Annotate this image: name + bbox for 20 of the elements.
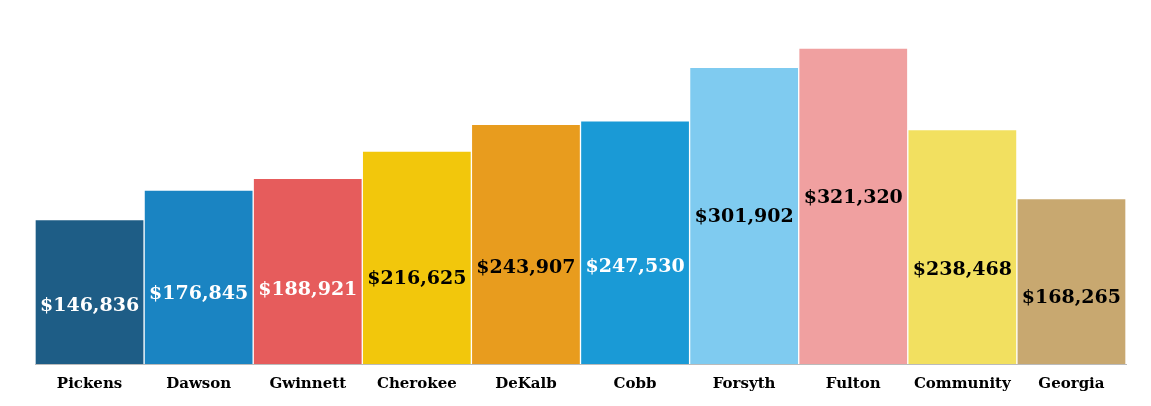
data-label: $146,836 (39, 293, 140, 316)
data-label: $176,845 (149, 281, 249, 304)
data-label: $301,902 (694, 204, 794, 227)
x-tick-label: Gwinnett (269, 373, 347, 392)
x-tick-label: Community (913, 373, 1013, 392)
data-label: $243,907 (476, 255, 576, 278)
data-label: $216,625 (367, 265, 467, 288)
data-label: $188,921 (258, 276, 358, 299)
x-tick-label: Pickens (56, 373, 123, 392)
x-tick-label: Cherokee (376, 373, 457, 392)
x-tick-label: Dawson (166, 373, 232, 392)
x-tick-label: Forsyth (712, 373, 776, 392)
data-label: $247,530 (585, 253, 685, 276)
x-tick-label: DeKalb (495, 373, 557, 392)
data-label: $238,468 (912, 257, 1012, 280)
x-tick-label: Fulton (825, 373, 881, 392)
data-label: $168,265 (1021, 284, 1122, 307)
x-tick-label: Georgia (1038, 373, 1105, 392)
data-label: $321,320 (803, 185, 903, 208)
x-tick-label: Cobb (613, 373, 657, 392)
